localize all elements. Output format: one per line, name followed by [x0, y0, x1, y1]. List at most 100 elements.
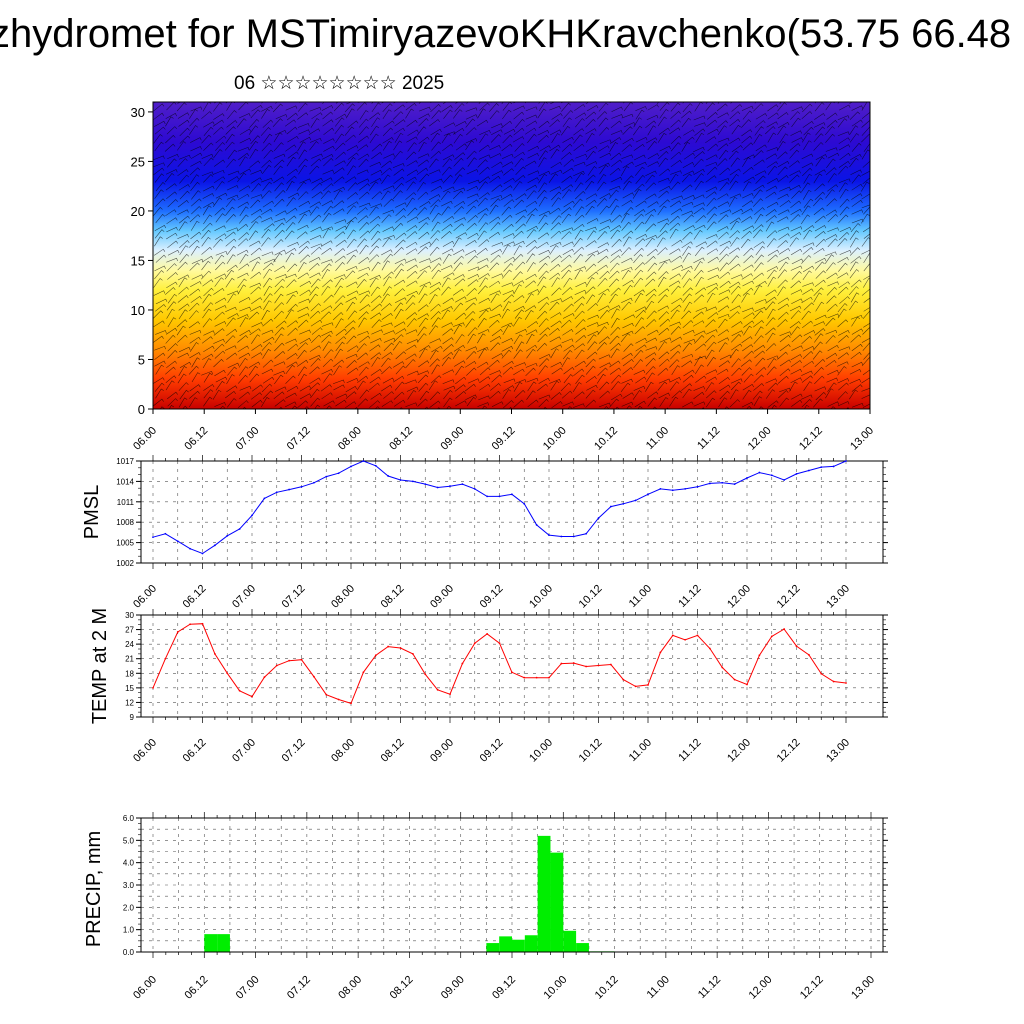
x-tick-label: 08.00: [336, 425, 364, 453]
wind-barb: [645, 366, 656, 375]
wind-barb: [706, 197, 717, 207]
wind-barb: [717, 158, 728, 167]
wind-barb: [167, 317, 177, 328]
wind-barb: [681, 210, 694, 216]
wind-barb: [657, 305, 669, 312]
wind-barb: [202, 308, 212, 319]
wind-barb: [656, 237, 666, 248]
wind-barb: [767, 178, 779, 185]
wind-barb: [225, 214, 236, 223]
wind-barb: [802, 247, 814, 255]
wind-barb: [789, 237, 799, 247]
wind-barb: [383, 253, 393, 263]
wind-barb: [179, 154, 191, 160]
data-point: [411, 480, 414, 483]
wind-barb: [538, 399, 549, 408]
wind-barb: [226, 185, 239, 191]
wind-barb: [359, 110, 369, 120]
wind-barb: [742, 157, 751, 168]
wind-barb: [382, 237, 392, 247]
wind-barb: [213, 113, 225, 120]
wind-barb: [226, 227, 239, 233]
data-point: [721, 481, 724, 484]
wind-barb: [717, 178, 730, 183]
wind-barb: [717, 143, 729, 151]
wind-barb: [862, 160, 870, 168]
wind-barb: [430, 128, 442, 136]
wind-barb: [166, 217, 178, 225]
wind-barb: [428, 380, 438, 391]
wind-barb: [167, 199, 178, 208]
data-point: [325, 475, 328, 478]
wind-barb: [560, 382, 571, 392]
wind-barb: [837, 352, 849, 360]
wind-barb: [550, 161, 562, 169]
wind-barb: [441, 306, 453, 312]
wind-barb: [354, 407, 359, 409]
wind-barb: [647, 161, 659, 167]
data-point: [807, 469, 810, 472]
wind-barb: [419, 201, 431, 208]
wind-barb: [753, 320, 764, 328]
wind-barb: [155, 254, 167, 263]
wind-barb: [491, 242, 504, 247]
wind-barb: [597, 248, 609, 255]
wind-barb: [441, 231, 452, 239]
wind-barb: [166, 158, 177, 168]
wind-barb: [611, 159, 622, 167]
wind-barb: [814, 279, 826, 288]
wind-barb: [826, 120, 838, 128]
wind-barb: [251, 105, 263, 112]
wind-barb: [670, 200, 682, 208]
wind-barb: [838, 262, 848, 272]
wind-barb: [298, 149, 308, 160]
wind-barb: [611, 308, 620, 319]
wind-barb: [585, 286, 596, 295]
wind-barb: [479, 102, 490, 111]
wind-barb: [237, 147, 250, 152]
data-point: [510, 671, 513, 674]
wind-barb: [513, 111, 525, 120]
wind-barb: [334, 219, 347, 224]
wind-barb: [633, 247, 645, 257]
wind-barb: [538, 150, 548, 160]
wind-barb: [837, 319, 849, 328]
wind-barb: [863, 307, 870, 312]
wind-barb: [527, 208, 538, 216]
wind-barb: [273, 132, 283, 143]
wind-barb: [753, 103, 764, 112]
data-point: [300, 658, 303, 661]
wind-barb: [466, 185, 479, 192]
wind-barb: [345, 401, 357, 409]
wind-barb: [717, 125, 727, 135]
wind-barb: [752, 224, 764, 232]
wind-barb: [299, 385, 311, 392]
wind-barb: [404, 258, 417, 264]
wind-barb: [622, 230, 634, 239]
wind-barb: [801, 370, 813, 376]
wind-barb: [802, 351, 814, 360]
x-tick-label: 12.00: [746, 425, 774, 453]
wind-barb: [694, 122, 706, 127]
wind-barb: [501, 153, 514, 159]
wind-barb: [441, 309, 451, 320]
wind-barb: [827, 227, 839, 233]
wind-barb: [394, 268, 404, 279]
wind-barb: [587, 341, 598, 351]
wind-barb: [467, 378, 480, 384]
wind-barb: [443, 344, 454, 352]
wind-barb: [346, 249, 358, 256]
precip-bar: [217, 934, 230, 952]
wind-barb: [309, 235, 322, 241]
wind-barb: [286, 279, 297, 288]
wind-barb: [298, 191, 309, 200]
wind-barb: [827, 281, 839, 287]
wind-barb: [333, 359, 345, 368]
wind-barb: [682, 320, 694, 329]
y-tick-label: 20: [131, 204, 145, 219]
wind-barb: [766, 121, 778, 128]
wind-barb: [491, 170, 504, 176]
wind-barb: [405, 176, 417, 183]
wind-barb: [321, 392, 333, 400]
wind-barb: [237, 335, 248, 343]
